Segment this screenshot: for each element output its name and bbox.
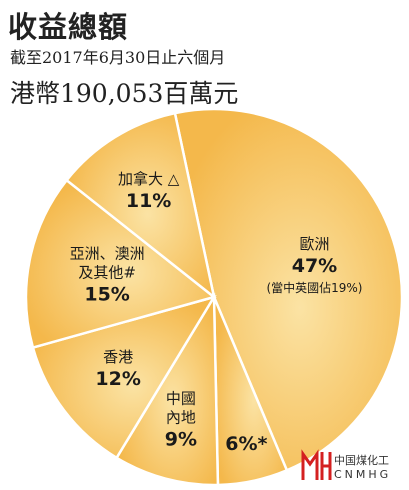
slice-name-0-0: 歐洲 xyxy=(299,235,329,253)
logo-chinese-name: 中国煤化工 xyxy=(334,454,389,467)
slice-name-2-1: 內地 xyxy=(166,408,196,426)
company-logo: 中国煤化工 CNMHG xyxy=(300,448,406,488)
pie-slice-0 xyxy=(173,107,404,472)
slice-value-2: 9% xyxy=(165,428,197,450)
slice-name-4-0: 亞洲、澳洲 xyxy=(70,244,145,262)
slice-note-0: (當中英國佔19%) xyxy=(266,280,362,295)
slice-value-4: 15% xyxy=(84,283,129,305)
total-revenue: 港幣190,053百萬元 xyxy=(10,79,239,108)
pie-slice-2 xyxy=(114,292,220,487)
slice-name-3-0: 香港 xyxy=(103,348,133,366)
slice-name-5-0: 加拿大 △ xyxy=(118,170,180,188)
slice-value-0: 47% xyxy=(292,255,337,277)
pie-slice-4 xyxy=(24,178,217,350)
logo-english-name: CNMHG xyxy=(334,468,392,481)
pie-slice-5 xyxy=(64,111,216,301)
logo-mark-icon xyxy=(301,449,332,480)
pie-slice-3 xyxy=(31,294,217,460)
slice-name-2-0: 中國 xyxy=(166,389,196,407)
slice-value-1: 6%* xyxy=(225,433,267,455)
chart-subtitle: 截至2017年6月30日止六個月 xyxy=(10,48,226,67)
slice-value-3: 12% xyxy=(95,368,140,390)
chart-title: 收益總額 xyxy=(8,10,129,44)
slice-name-4-1: 及其他# xyxy=(78,263,136,281)
slice-value-5: 11% xyxy=(126,190,171,212)
